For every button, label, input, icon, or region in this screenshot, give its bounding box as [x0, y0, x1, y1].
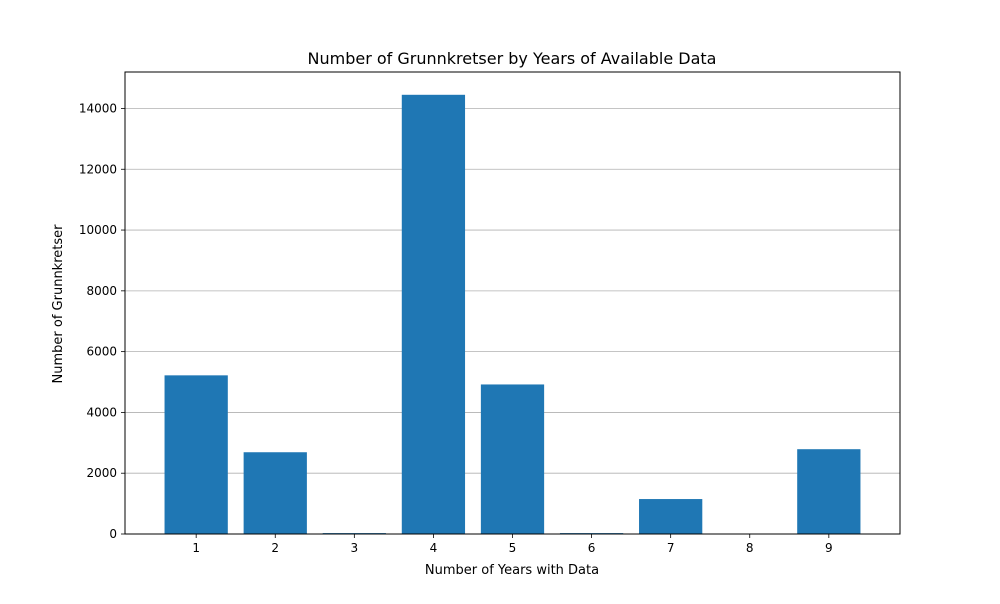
x-axis-ticks: 1 2 3 4 5 6 7 8 9 — [192, 534, 832, 555]
y-tick-label: 14000 — [79, 101, 117, 115]
bar — [244, 452, 307, 534]
x-tick-label: 2 — [271, 541, 279, 555]
x-tick-label: 3 — [351, 541, 359, 555]
bar — [797, 449, 860, 534]
y-tick-label: 12000 — [79, 162, 117, 176]
y-tick-label: 2000 — [86, 466, 117, 480]
x-tick-label: 6 — [588, 541, 596, 555]
x-tick-label: 4 — [430, 541, 438, 555]
x-tick-label: 7 — [667, 541, 675, 555]
bar — [639, 499, 702, 534]
x-tick-label: 1 — [192, 541, 200, 555]
y-tick-label: 0 — [109, 527, 117, 541]
x-tick-label: 5 — [509, 541, 517, 555]
y-tick-label: 6000 — [86, 345, 117, 359]
x-axis-label: Number of Years with Data — [425, 563, 599, 578]
y-tick-label: 8000 — [86, 284, 117, 298]
bar — [165, 375, 228, 534]
x-tick-label: 8 — [746, 541, 754, 555]
bar — [481, 384, 544, 534]
bars — [165, 95, 861, 534]
y-tick-label: 10000 — [79, 223, 117, 237]
bar — [402, 95, 465, 534]
chart-title: Number of Grunnkretser by Years of Avail… — [308, 49, 717, 68]
y-tick-label: 4000 — [86, 405, 117, 419]
y-axis-ticks: 0 2000 4000 6000 8000 10000 12000 14000 — [79, 101, 125, 541]
y-axis-label: Number of Grunnkretser — [51, 224, 66, 384]
x-tick-label: 9 — [825, 541, 833, 555]
